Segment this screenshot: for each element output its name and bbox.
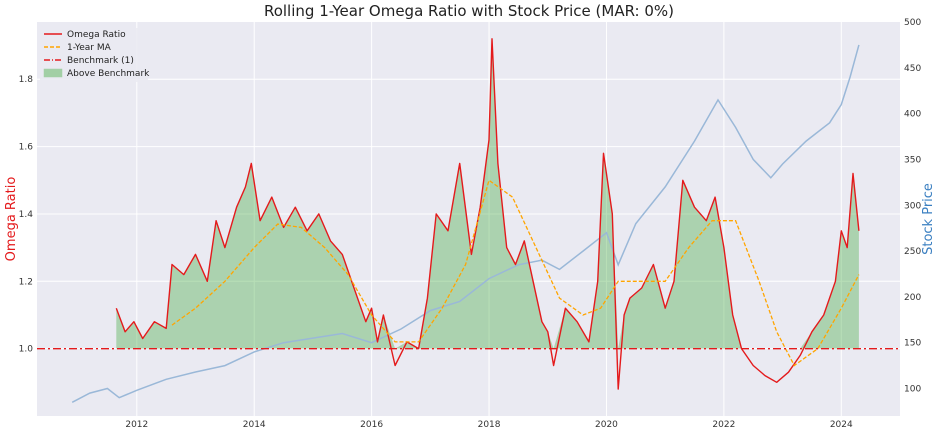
moving-average-path <box>171 179 860 367</box>
y-tick-label: 1.8 <box>19 75 34 85</box>
omega-ratio-line <box>115 38 860 390</box>
legend-label-omega: Omega Ratio <box>67 30 126 40</box>
y-tick-label: 1.4 <box>19 210 34 220</box>
y-right-tick-label: 150 <box>904 339 921 349</box>
y-right-axis-ticks: 100 150 200 250 300 350 400 450 500 <box>904 18 921 395</box>
x-tick-label: 2012 <box>125 420 148 430</box>
x-tick-label: 2018 <box>478 420 501 430</box>
stock-price-line <box>71 44 860 403</box>
legend: Omega Ratio 1-Year MA Benchmark (1) Abov… <box>40 28 150 82</box>
y-right-tick-label: 400 <box>904 110 921 120</box>
y-tick-label: 1.0 <box>19 345 34 355</box>
x-tick-label: 2024 <box>830 420 853 430</box>
legend-label-benchmark: Benchmark (1) <box>67 56 134 66</box>
fill-area-path <box>116 38 859 349</box>
moving-average-line <box>171 179 860 367</box>
y-right-tick-label: 250 <box>904 247 921 257</box>
x-tick-label: 2016 <box>360 420 383 430</box>
grid-lines <box>37 22 900 416</box>
y-axis-label: Omega Ratio <box>4 177 19 262</box>
x-tick-label: 2020 <box>595 420 618 430</box>
legend-label-ma: 1-Year MA <box>67 43 112 53</box>
y-axis-ticks: 1.0 1.2 1.4 1.6 1.8 <box>19 75 34 354</box>
y-right-tick-label: 500 <box>904 18 921 28</box>
legend-swatch-fill <box>43 68 63 78</box>
x-axis-ticks: 2012 2014 2016 2018 2020 2022 2024 <box>125 420 853 430</box>
y-right-tick-label: 350 <box>904 155 921 165</box>
y-right-axis-label: Stock Price <box>921 183 936 255</box>
plot-background <box>37 22 900 416</box>
y-tick-label: 1.2 <box>19 277 33 287</box>
stock-price-path <box>71 44 860 403</box>
omega-ratio-path <box>115 38 860 390</box>
y-tick-label: 1.6 <box>19 143 34 153</box>
x-tick-label: 2022 <box>712 420 735 430</box>
chart-title: Rolling 1-Year Omega Ratio with Stock Pr… <box>264 2 674 20</box>
y-right-tick-label: 100 <box>904 385 921 395</box>
y-right-tick-label: 450 <box>904 64 921 74</box>
x-tick-label: 2014 <box>243 420 266 430</box>
legend-label-fill: Above Benchmark <box>67 69 150 79</box>
y-right-tick-label: 300 <box>904 201 921 211</box>
above-benchmark-fill <box>116 38 859 349</box>
y-right-tick-label: 200 <box>904 293 921 303</box>
